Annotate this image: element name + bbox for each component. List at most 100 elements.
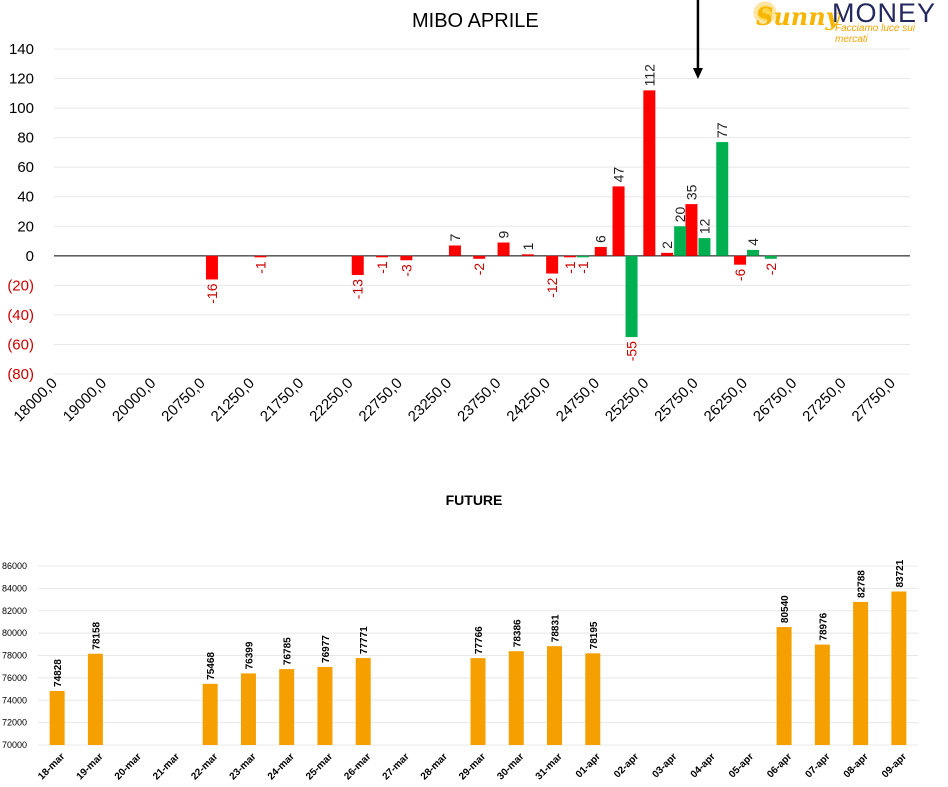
y-tick-label: 74000 [2,695,27,705]
x-tick-label: 18-mar [36,751,67,782]
bar-red [521,254,534,256]
data-label: 77766 [474,626,485,654]
y-tick-label: 72000 [2,718,27,728]
data-label: -1 [253,261,269,274]
bar-red [594,246,607,256]
bar-red [400,255,413,261]
x-tick-label: 29-mar [457,751,488,782]
bar-green [576,255,589,258]
bar-future [776,627,792,745]
data-label: -1 [575,261,591,274]
data-label: 76785 [283,637,294,665]
y-tick-label: (40) [7,307,34,324]
logo-money-text: MONEY [832,0,937,28]
bar-future [853,601,869,745]
mibo-bar-chart: 140120100806040200(20)(40)(60)(80)18000,… [7,0,910,425]
data-label: -13 [350,279,366,299]
bar-future [202,683,218,745]
x-tick-label: 23-mar [228,751,259,782]
x-tick-label: 06-apr [765,751,794,780]
data-label: 76977 [321,635,332,663]
y-tick-label: (60) [7,336,34,353]
bar-future [279,669,295,745]
y-tick-label: 80 [17,130,34,147]
bar-red [448,245,461,256]
x-tick-label: 27-mar [381,751,412,782]
y-tick-label: 120 [9,71,34,88]
data-label: 74828 [53,659,64,687]
data-label: 112 [641,64,657,87]
data-label: 6 [593,235,609,243]
data-label: 78831 [551,614,562,642]
bar-future [49,690,65,745]
x-tick-label: 31-mar [534,751,565,782]
y-tick-label: 60 [17,159,34,176]
data-label: 12 [696,218,712,234]
x-tick-label: 28-mar [419,751,450,782]
bar-green [625,255,638,338]
bar-green [716,142,729,256]
data-label: 80540 [780,595,791,623]
data-label: -6 [732,268,748,281]
bar-future [87,653,103,745]
x-tick-label: 08-apr [842,751,871,780]
bar-future [814,644,830,745]
y-tick-label: 100 [9,100,34,117]
data-label: -3 [398,264,414,277]
data-label: -1 [374,261,390,274]
y-tick-label: (80) [7,366,34,383]
arrow-icon [692,68,703,79]
x-tick-label: 26-mar [342,751,373,782]
y-tick-label: 78000 [2,651,27,661]
data-label: 7 [447,233,463,241]
data-label: 47 [611,167,627,183]
bar-future [355,658,371,745]
data-label: 76399 [244,641,255,669]
data-label: 35 [683,184,699,200]
data-label: 4 [745,238,761,246]
data-label: 78195 [589,621,600,649]
bar-red [205,255,218,280]
data-label: -2 [471,263,487,276]
brand-logo: Sunny MONEY Facciamo luce sui mercati [752,0,942,45]
bar-green [747,249,760,256]
x-tick-label: 07-apr [803,751,832,780]
data-label: 77 [714,122,730,138]
data-label: -12 [544,277,560,297]
sun-icon [752,0,778,26]
bar-red [685,204,698,256]
y-tick-label: 140 [9,41,34,58]
bar-red [661,252,674,256]
x-tick-label: 22-mar [189,751,220,782]
bar-red [473,255,486,259]
x-tick-label: 02-apr [612,751,641,780]
data-label: 1 [520,242,536,250]
data-label: 9 [496,231,512,239]
data-label: -1 [562,261,578,274]
chart-title-mibo: MIBO APRILE [412,10,539,32]
bar-red [376,255,389,258]
x-tick-label: 20-mar [113,751,144,782]
bar-green [764,255,777,259]
bar-green [674,226,687,256]
bar-future [240,673,256,745]
x-tick-label: 03-apr [650,751,679,780]
bar-future [547,646,563,745]
logo-tagline: Facciamo luce sui mercati [835,23,916,45]
data-label: 78158 [91,621,102,649]
y-tick-label: 80000 [2,628,27,638]
chart-title-future: FUTURE [445,492,503,508]
bar-future [508,651,524,745]
bar-red [351,255,364,276]
data-label: 78386 [512,619,523,647]
y-tick-label: 0 [26,248,34,265]
bar-red [734,255,747,265]
bar-red [643,90,656,256]
y-tick-label: 82000 [2,606,27,616]
bar-future [891,591,907,745]
x-tick-label: 04-apr [689,751,718,780]
x-tick-label: 05-apr [727,751,756,780]
x-tick-label: 30-mar [495,751,526,782]
logo-sunny-text: Sunny [756,2,840,31]
